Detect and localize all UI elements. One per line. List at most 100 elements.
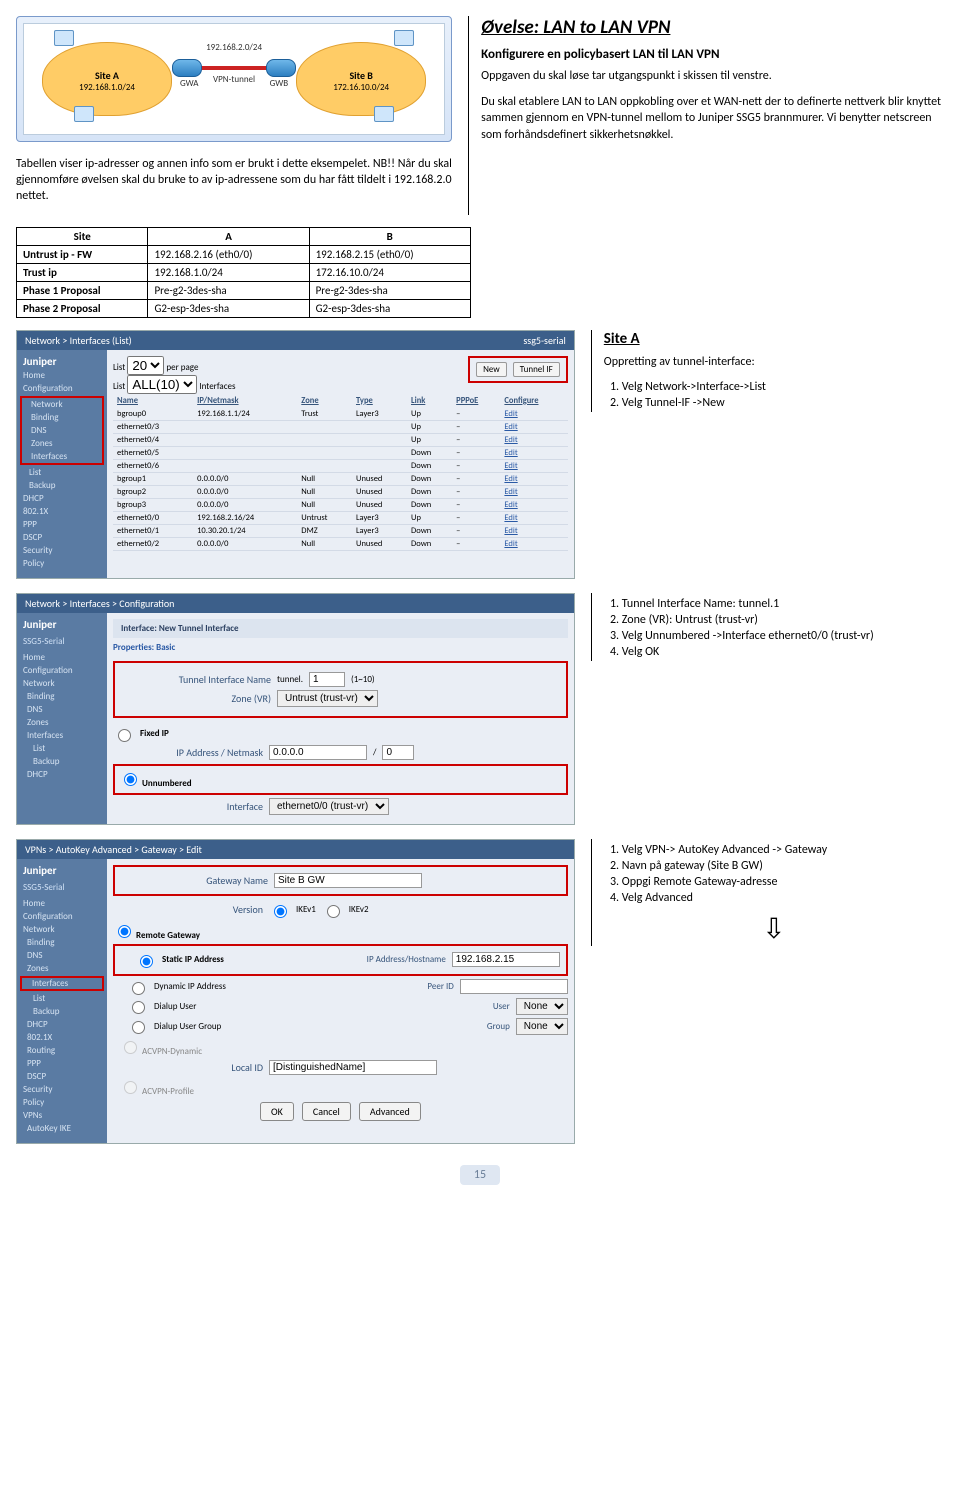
cloud-site-a: Site A 192.168.1.0/24 — [42, 42, 172, 116]
row-intro: Site A 192.168.1.0/24 Site B 172.16.10.0… — [16, 16, 944, 215]
page-number: 15 — [460, 1165, 500, 1185]
sidebar-item-backup[interactable]: Backup — [17, 479, 107, 492]
screenshot-interface-list: Network > Interfaces (List)ssg5-serial J… — [16, 330, 575, 579]
zone-select[interactable]: Untrust (trust-vr) — [277, 690, 378, 707]
sidebar-item-list[interactable]: List — [17, 466, 107, 479]
step: Tunnel Interface Name: tunnel.1 — [622, 597, 944, 611]
edit-link[interactable]: Edit — [504, 422, 517, 432]
sidebar-item-network[interactable]: Network Binding DNS Zones Interfaces — [20, 396, 104, 465]
table-row: ethernet0/4Up–Edit — [113, 433, 568, 446]
ip-input[interactable] — [269, 745, 367, 760]
sidebar: Juniper Home Configuration Network Bindi… — [17, 350, 107, 578]
th-site: Site — [17, 227, 148, 245]
mask-input[interactable] — [382, 745, 414, 760]
peer-id-input[interactable] — [460, 979, 568, 994]
pc-icon — [394, 30, 414, 46]
step: Velg Advanced — [622, 891, 944, 905]
step: Velg VPN-> AutoKey Advanced -> Gateway — [622, 843, 944, 857]
remote-gw-radio[interactable] — [118, 925, 131, 938]
acvpn-profile-radio — [124, 1081, 137, 1094]
edit-link[interactable]: Edit — [504, 526, 517, 536]
zone-label: Zone (VR) — [121, 692, 271, 705]
section-interface-list: Network > Interfaces (List)ssg5-serial J… — [16, 330, 944, 579]
gwa-label: GWA — [180, 78, 198, 89]
remote-ip-input[interactable] — [452, 952, 560, 967]
acvpn-dynamic-radio — [124, 1041, 137, 1054]
page-title: Øvelse: LAN to LAN VPN — [481, 16, 944, 39]
sidebar-item-security[interactable]: Security — [17, 544, 107, 557]
section-tunnel-config: Network > Interfaces > Configuration Jun… — [16, 593, 944, 825]
dialup-user-radio[interactable] — [132, 1001, 145, 1014]
site-a-label: Site A — [95, 69, 119, 82]
list-per-page[interactable]: 20 — [127, 356, 164, 375]
ok-button[interactable]: OK — [260, 1102, 294, 1121]
fixed-ip-radio[interactable] — [118, 729, 131, 742]
dialup-group-radio[interactable] — [132, 1021, 145, 1034]
breadcrumb: Network > Interfaces (List)ssg5-serial — [17, 331, 574, 350]
sidebar: Juniper SSG5-Serial Home Configuration N… — [17, 859, 107, 1143]
edit-link[interactable]: Edit — [504, 474, 517, 484]
dynamic-ip-radio[interactable] — [132, 982, 145, 995]
sidebar-item-network[interactable]: Network — [17, 677, 107, 690]
logo: Juniper — [17, 617, 107, 632]
pc-icon — [374, 106, 394, 122]
sidebar-item-policy[interactable]: Policy — [17, 557, 107, 570]
breadcrumb: Network > Interfaces > Configuration — [17, 594, 574, 613]
tunnel-net: 192.168.2.0/24 — [206, 42, 262, 53]
table-row: bgroup20.0.0.0/0NullUnusedDown–Edit — [113, 485, 568, 498]
tunnel-number-input[interactable] — [309, 672, 345, 687]
local-id-input[interactable] — [269, 1060, 437, 1075]
edit-link[interactable]: Edit — [504, 435, 517, 445]
edit-link[interactable]: Edit — [504, 539, 517, 549]
interface-select[interactable]: ethernet0/0 (trust-vr) — [269, 798, 389, 815]
ikev1-radio[interactable] — [274, 905, 287, 918]
step: Oppgi Remote Gateway-adresse — [622, 875, 944, 889]
col-left-intro: Site A 192.168.1.0/24 Site B 172.16.10.0… — [16, 16, 452, 215]
panel-title: Interface: New Tunnel Interface — [113, 619, 568, 638]
sidebar-item-config[interactable]: Configuration — [17, 664, 107, 677]
sidebar-item-ppp[interactable]: PPP — [17, 518, 107, 531]
instructions-gateway: Velg VPN-> AutoKey Advanced -> Gateway N… — [591, 839, 944, 946]
user-select[interactable]: None — [516, 998, 568, 1015]
edit-link[interactable]: Edit — [504, 487, 517, 497]
instructions-site-a: Site A Oppretting av tunnel-interface: V… — [591, 330, 944, 412]
static-ip-radio[interactable] — [140, 955, 153, 968]
group-select[interactable]: None — [516, 1018, 568, 1035]
sidebar-item-config[interactable]: Configuration — [17, 382, 107, 395]
main-panel: List 20 per page New Tunnel IF List ALL(… — [107, 350, 574, 578]
vpn-label: VPN-tunnel — [213, 74, 255, 85]
table-row: Phase 2 ProposalG2-esp-3des-shaG2-esp-3d… — [17, 299, 471, 317]
cancel-button[interactable]: Cancel — [302, 1102, 351, 1121]
tunnel-if-button[interactable]: Tunnel IF — [513, 362, 560, 377]
edit-link[interactable]: Edit — [504, 461, 517, 471]
table-row: ethernet0/0192.168.2.16/24UntrustLayer3U… — [113, 511, 568, 524]
main-panel: Gateway Name Version IKEv1 IKEv2 Remote … — [107, 859, 574, 1143]
sidebar-item-8021x[interactable]: 802.1X — [17, 505, 107, 518]
table-row: ethernet0/110.30.20.1/24DMZLayer3Down–Ed… — [113, 524, 568, 537]
list-all[interactable]: ALL(10) — [127, 375, 197, 394]
new-button[interactable]: New — [476, 362, 507, 377]
step: Velg OK — [622, 645, 944, 659]
sidebar-item-home[interactable]: Home — [17, 651, 107, 664]
pc-icon — [54, 30, 74, 46]
step: Velg Unnumbered ->Interface ethernet0/0 … — [622, 629, 944, 643]
edit-link[interactable]: Edit — [504, 448, 517, 458]
gateway-name-input[interactable] — [274, 873, 422, 888]
unnumbered-radio[interactable] — [124, 773, 137, 786]
edit-link[interactable]: Edit — [504, 513, 517, 523]
step: Zone (VR): Untrust (trust-vr) — [622, 613, 944, 627]
edit-link[interactable]: Edit — [504, 409, 517, 419]
pc-icon — [74, 106, 94, 122]
ikev2-radio[interactable] — [327, 905, 340, 918]
sidebar-item-dhcp[interactable]: DHCP — [17, 492, 107, 505]
edit-link[interactable]: Edit — [504, 500, 517, 510]
sidebar-item-home[interactable]: Home — [17, 369, 107, 382]
advanced-button[interactable]: Advanced — [359, 1102, 421, 1121]
instructions-tunnel: Tunnel Interface Name: tunnel.1 Zone (VR… — [591, 593, 944, 661]
table-row: ethernet0/20.0.0.0/0NullUnusedDown–Edit — [113, 537, 568, 550]
table-row: Trust ip192.168.1.0/24172.16.10.0/24 — [17, 263, 471, 281]
table-row: ethernet0/5Down–Edit — [113, 446, 568, 459]
sidebar-item-dscp[interactable]: DSCP — [17, 531, 107, 544]
main-panel: Interface: New Tunnel Interface Properti… — [107, 613, 574, 824]
tunnel-name-label: Tunnel Interface Name — [121, 673, 271, 686]
